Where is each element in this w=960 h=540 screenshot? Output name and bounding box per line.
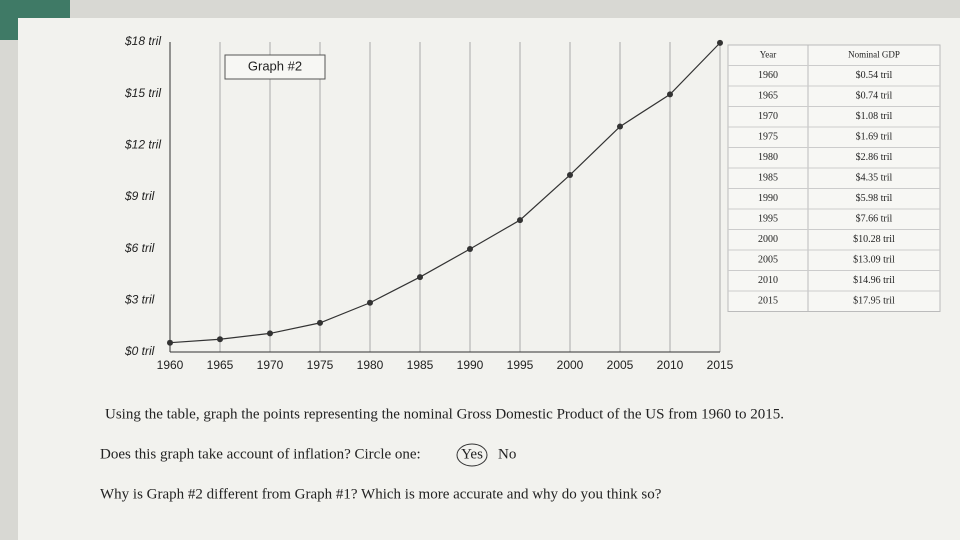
question-1: Using the table, graph the points repres…: [105, 406, 784, 422]
x-tick-label: 1975: [307, 358, 334, 372]
gdp-table: Year Nominal GDP 1960 $0.54 tril 1965 $0.74 t…: [727, 44, 941, 312]
x-tick-label: 1985: [407, 358, 434, 372]
table-cell: $7.66 tril: [856, 214, 893, 225]
table-cell: $2.86 tril: [856, 152, 893, 163]
table-cell: 1965: [758, 91, 778, 102]
x-tick-label: 1990: [457, 358, 484, 372]
table-cell: $1.08 tril: [856, 111, 893, 122]
table-cell: 1990: [758, 193, 778, 204]
table-cell: $0.54 tril: [856, 70, 893, 81]
data-point: [367, 299, 373, 306]
y-tick-label: $9 tril: [124, 189, 155, 203]
question-2: Does this graph take account of inflatio…: [100, 446, 421, 462]
graph-title: Graph #2: [248, 58, 302, 73]
y-tick-label: $6 tril: [124, 241, 155, 255]
table-cell: 1960: [758, 70, 778, 81]
data-point: [567, 171, 573, 178]
table-cell: $5.98 tril: [856, 193, 893, 204]
gdp-line: [169, 42, 721, 344]
x-tick-label: 2010: [657, 358, 684, 372]
table-cell: 2005: [758, 255, 778, 266]
table-cell: $0.74 tril: [856, 91, 893, 102]
table-cell: $1.69 tril: [856, 132, 893, 143]
data-point: [467, 246, 473, 253]
data-point: [617, 123, 623, 130]
y-tick-label: $15 tril: [124, 86, 161, 100]
table-cell: 1995: [758, 214, 778, 225]
answer-no: No: [498, 446, 516, 462]
y-tick-label: $18 tril: [124, 34, 161, 48]
table-cell: 1985: [758, 173, 778, 184]
data-point: [217, 336, 223, 343]
table-cell: 1970: [758, 111, 778, 122]
table-cell: $10.28 tril: [853, 234, 895, 245]
table-cell: 2015: [758, 296, 778, 307]
table-cell: 2000: [758, 234, 778, 245]
table-cell: 2010: [758, 275, 778, 286]
table-header: Nominal GDP: [848, 49, 900, 59]
table-cell: $13.09 tril: [853, 255, 895, 266]
circle-mark: [456, 443, 488, 467]
question-3: Why is Graph #2 different from Graph #1?…: [100, 486, 662, 502]
data-point: [517, 217, 523, 224]
x-tick-label: 2005: [607, 358, 634, 372]
data-point: [717, 39, 723, 46]
answer-yes: Yes: [461, 446, 483, 462]
table-header: Year: [760, 49, 777, 59]
data-point: [667, 91, 673, 98]
table-cell: $14.96 tril: [853, 275, 895, 286]
data-point: [167, 339, 173, 346]
data-point: [267, 330, 273, 337]
table-cell: $4.35 tril: [856, 173, 893, 184]
x-tick-label: 1970: [257, 358, 284, 372]
table-cell: 1975: [758, 132, 778, 143]
x-tick-label: 1965: [207, 358, 234, 372]
x-tick-label: 1960: [157, 358, 184, 372]
x-tick-label: 1980: [357, 358, 384, 372]
table-bg: [727, 44, 941, 312]
table-cell: 1980: [758, 152, 778, 163]
title-box: [224, 54, 326, 80]
x-tick-label: 2000: [557, 358, 584, 372]
x-tick-label: 1995: [507, 358, 534, 372]
y-tick-label: $0 tril: [124, 344, 155, 358]
data-point: [317, 319, 323, 326]
y-tick-label: $3 tril: [124, 293, 155, 307]
y-tick-label: $12 tril: [124, 138, 161, 152]
x-tick-label: 2015: [707, 358, 734, 372]
table-cell: $17.95 tril: [853, 296, 895, 307]
data-point: [417, 274, 423, 281]
